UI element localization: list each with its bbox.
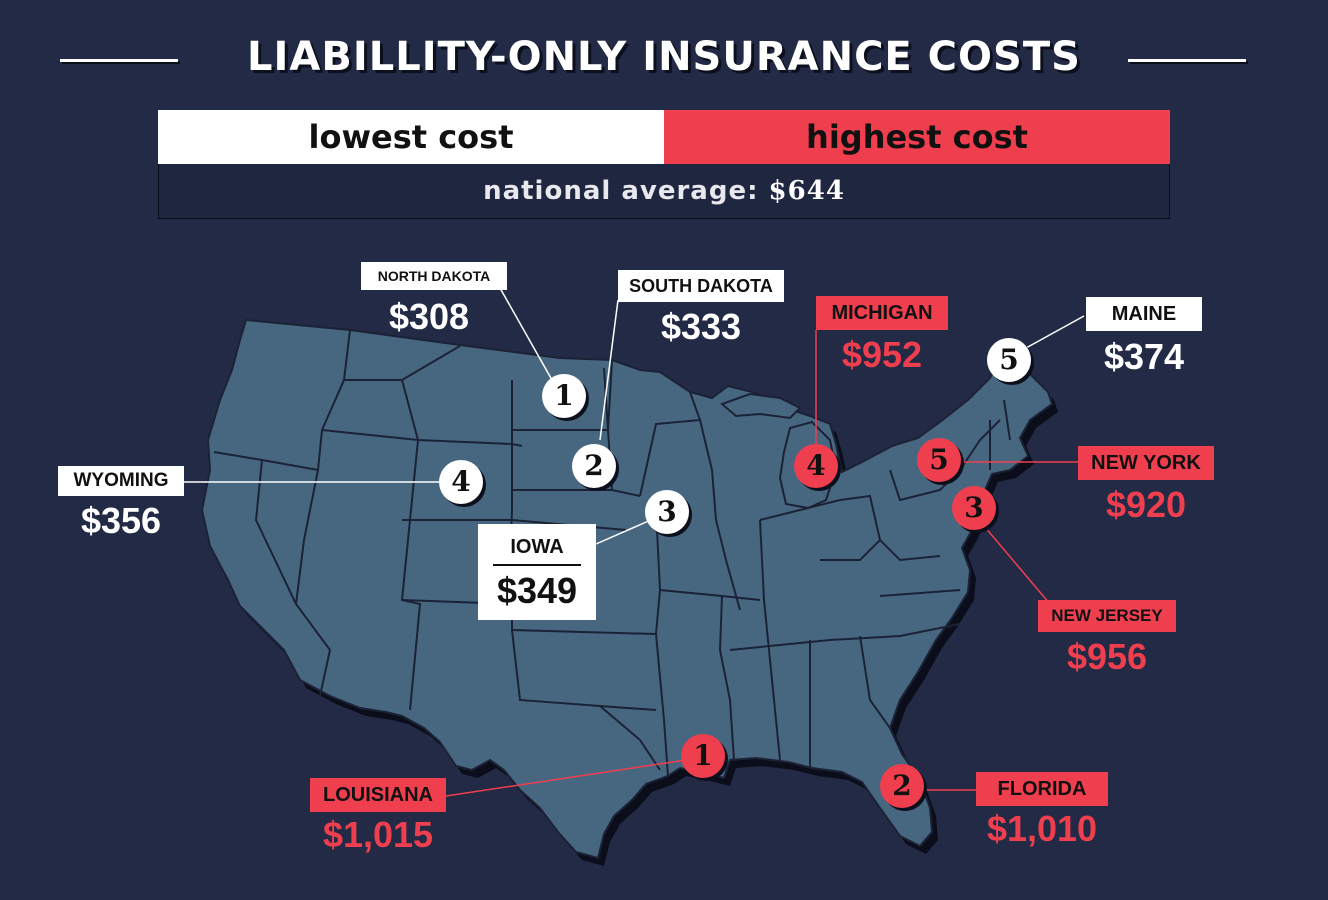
rank-badge-louisiana: 1: [681, 734, 725, 778]
label-north-dakota: NORTH DAKOTA: [361, 262, 507, 290]
price-new-york: $920: [1105, 484, 1187, 525]
rank-badge-florida: 2: [880, 764, 924, 808]
national-average-value: $644: [768, 176, 845, 206]
leader-lines: [180, 287, 1085, 797]
price-wyoming: $356: [80, 500, 162, 541]
label-maine: MAINE: [1086, 297, 1202, 331]
price-new-jersey: $956: [1066, 636, 1148, 677]
rank-badge-iowa: 3: [645, 490, 689, 534]
price-north-dakota: $308: [388, 296, 470, 337]
rank-badge-north-dakota: 1: [542, 374, 586, 418]
national-average-box: national average: $644: [158, 164, 1170, 219]
rank-badge-new-jersey: 3: [952, 486, 996, 530]
price-michigan: $952: [841, 334, 923, 375]
title-rule-right: [1128, 59, 1246, 62]
price-iowa: $349: [496, 570, 578, 611]
rank-badge-maine: 5: [987, 338, 1031, 382]
map-body: [200, 318, 1054, 860]
label-south-dakota: SOUTH DAKOTA: [618, 270, 784, 302]
iowa-callout: IOWA $349: [478, 524, 596, 620]
title-rule-left: [60, 59, 178, 62]
label-florida: FLORIDA: [976, 772, 1108, 806]
infographic-title: LIABILLITY-ONLY INSURANCE COSTS: [247, 34, 1081, 80]
label-iowa: IOWA: [510, 536, 564, 558]
label-michigan: MICHIGAN: [816, 296, 948, 330]
legend-highest-cost: highest cost: [664, 110, 1170, 164]
label-new-jersey: NEW JERSEY: [1038, 600, 1176, 632]
label-new-york: NEW YORK: [1078, 446, 1214, 480]
label-wyoming: WYOMING: [58, 466, 184, 496]
national-average-label: national average:: [483, 176, 759, 206]
price-florida: $1,010: [986, 808, 1098, 849]
price-maine: $374: [1103, 336, 1185, 377]
legend-lowest-cost: lowest cost: [158, 110, 664, 164]
rank-badge-michigan: 4: [794, 444, 838, 488]
label-louisiana: LOUISIANA: [310, 778, 446, 812]
price-south-dakota: $333: [660, 306, 742, 347]
iowa-divider: [493, 564, 581, 566]
rank-badge-new-york: 5: [917, 438, 961, 482]
price-louisiana: $1,015: [322, 814, 434, 855]
state-borders: [213, 329, 1011, 777]
rank-badge-south-dakota: 2: [572, 444, 616, 488]
rank-badge-wyoming: 4: [439, 460, 483, 504]
